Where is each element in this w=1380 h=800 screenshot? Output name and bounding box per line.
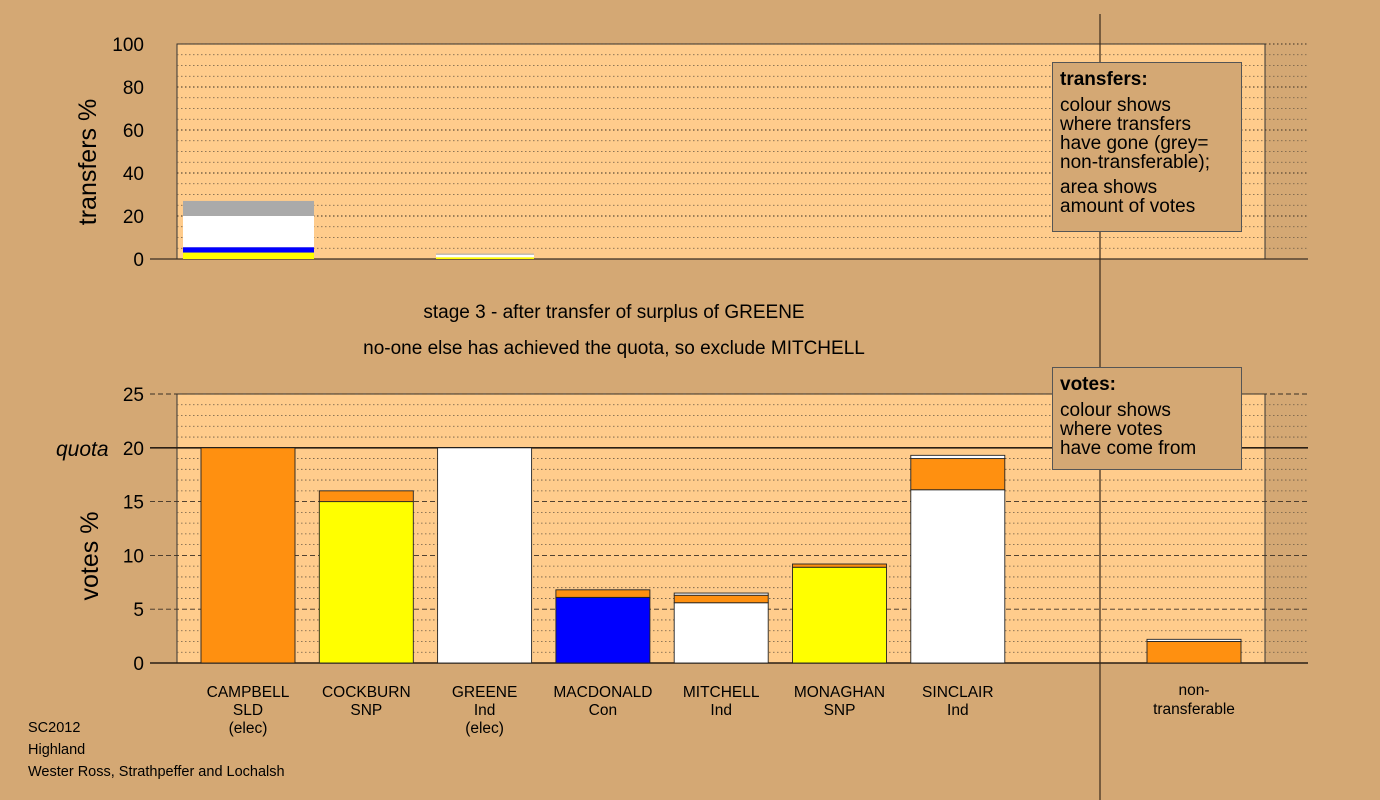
candidate-label-line: (elec) [465,720,504,737]
transfers-tick-label: 0 [133,250,144,271]
votes-legend: votes: colour shows where votes have com… [1052,367,1242,470]
transfers-legend-line: colour shows [1060,95,1171,116]
candidate-label-line: MITCHELL [683,684,760,701]
candidate-label-line: COCKBURN [322,684,411,701]
votes-legend-line: where votes [1060,419,1163,440]
transfers-legend-line: where transfers [1060,114,1191,135]
votes-y-axis-label: votes % [76,512,104,601]
candidate-label-line: (elec) [229,720,268,737]
candidate-label-line: SLD [233,702,263,719]
transfer-bar-segment [436,254,534,258]
vote-bar-segment [792,563,887,568]
votes-legend-title: votes: [1060,374,1116,395]
votes-legend-line: colour shows [1060,400,1171,421]
vote-bar-segment [910,489,1006,664]
transfers-legend-line: amount of votes [1060,196,1196,217]
transfers-tick-label: 20 [123,207,144,228]
transfers-legend-line: area shows [1060,177,1158,198]
footer-council: Highland [28,742,86,758]
candidate-label-line: MACDONALD [553,684,652,701]
candidate-label-line: Ind [710,702,732,719]
quota-label: quota [56,438,109,461]
candidate-label-line: Con [589,702,617,719]
vote-bar-segment [673,592,769,596]
vote-bar-segment [437,447,533,664]
candidate-label-line: SNP [824,702,856,719]
transfers-bars [183,200,534,259]
vote-bar-segment [910,454,1006,460]
transfers-tick-label: 100 [112,35,144,56]
footer-election: SC2012 [28,720,81,736]
transfer-bar-segment [183,200,314,216]
candidate-label-line: SNP [350,702,382,719]
transfers-legend-title: transfers: [1060,69,1148,90]
stage-subtitle: no-one else has achieved the quota, so e… [363,338,865,359]
non-transferable-bar-segment [1146,638,1242,642]
vote-bar-segment [555,589,651,598]
candidate-label-line: CAMPBELL [207,684,290,701]
votes-tick-label: 15 [123,493,144,514]
transfers-legend-line: non-transferable); [1060,152,1210,173]
vote-bar-segment [673,594,769,604]
non-transferable-bar-segment [1146,641,1242,664]
candidate-label-line: SINCLAIR [922,684,994,701]
footer-ward: Wester Ross, Strathpeffer and Lochalsh [28,764,285,780]
transfers-grid [150,43,1308,260]
transfer-bar-segment [436,253,534,255]
non-transferable-label-line: non- [1178,682,1209,699]
transfers-y-ticks: 0 20 40 60 80 100 [112,35,144,271]
vote-bar-segment [555,596,651,664]
votes-tick-label: 5 [133,600,144,621]
transfer-bar-segment [183,247,314,253]
vote-bar-segment [910,458,1006,491]
transfer-bar-segment [183,216,314,248]
transfers-tick-label: 80 [123,78,144,99]
votes-bars [200,447,1242,664]
candidate-label-line: GREENE [452,684,517,701]
candidate-label-line: Ind [474,702,496,719]
transfers-tick-label: 60 [123,121,144,142]
votes-tick-label: 10 [123,546,144,567]
vote-bar-segment [200,447,296,664]
transfers-legend: transfers: colour shows where transfers … [1052,62,1242,232]
votes-y-ticks: 0 5 10 15 20 25 [123,385,144,675]
votes-legend-line: have come from [1060,438,1197,459]
votes-tick-label: 25 [123,385,144,406]
vote-bar-segment [673,602,769,664]
vote-bar-segment [318,501,414,664]
transfers-y-axis-label: transfers % [74,99,102,225]
votes-tick-label: 0 [133,654,144,675]
transfer-bar-segment [183,252,314,259]
candidate-label-line: MONAGHAN [794,684,885,701]
transfers-legend-line: have gone (grey= [1060,133,1209,154]
transfers-tick-label: 40 [123,164,144,185]
stage-title: stage 3 - after transfer of surplus of G… [423,302,804,323]
candidate-labels: CAMPBELLSLD(elec)COCKBURNSNPGREENEInd(el… [207,682,1235,737]
candidate-label-line: Ind [947,702,969,719]
votes-tick-label: 20 [123,439,144,460]
vote-bar-segment [792,566,887,664]
non-transferable-label-line: transferable [1153,701,1235,718]
transfer-bar-segment [436,257,534,259]
vote-bar-segment [318,490,414,503]
